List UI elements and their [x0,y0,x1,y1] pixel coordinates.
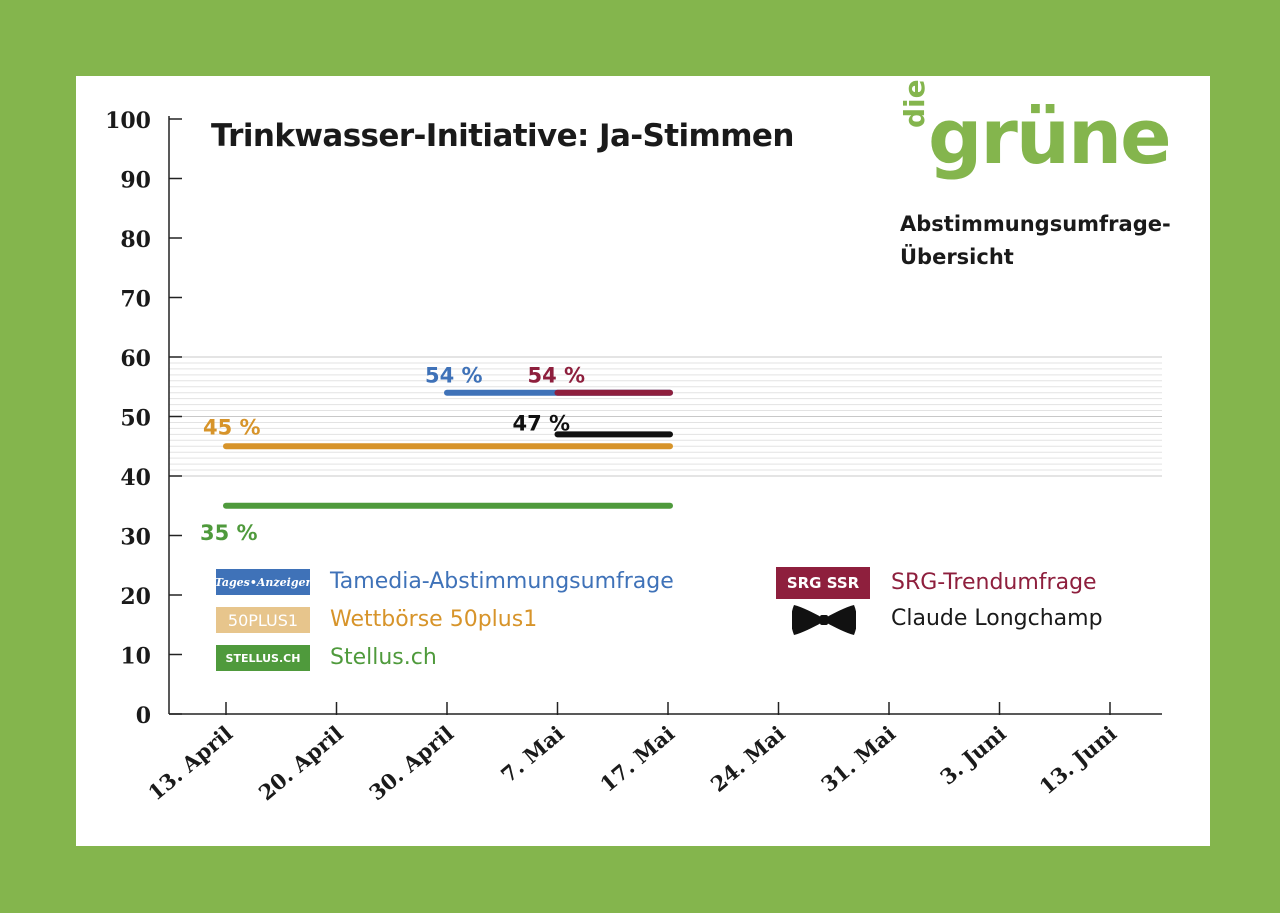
x-tick-label: 7. Mai [496,721,569,788]
y-tick-label: 10 [120,644,151,670]
logo-gruene-text: grüne [928,92,1172,181]
subtitle-line-1: Abstimmungsumfrage- [900,212,1171,236]
y-tick-label: 40 [120,465,151,491]
x-tick-label: 3. Juni [935,721,1011,790]
chart-title: Trinkwasser-Initiative: Ja-Stimmen [211,118,794,154]
y-tick-label: 0 [136,703,151,729]
y-tick-label: 60 [120,346,151,372]
x-tick-label: 20. April [254,721,348,806]
x-tick-label: 31. Mai [816,721,900,797]
legend-srg: SRG-Trendumfrage [891,570,1097,595]
x-tick-label: 17. Mai [595,721,679,797]
y-tick-label: 50 [120,406,151,432]
wettboerse-badge: 50PLUS1 [216,607,310,633]
x-tick-label: 13. Juni [1034,721,1121,799]
series-label: 54 % [425,364,483,388]
srg-badge: SRG SSR [776,567,870,599]
y-tick-label: 30 [120,525,151,551]
series-label: 35 % [200,521,258,545]
series-label: 47 % [513,411,571,435]
x-tick-label: 13. April [143,721,237,806]
bow-tie-icon [792,605,856,635]
stellus-badge: STELLUS.CH [216,645,310,671]
series-label: 54 % [528,364,586,388]
x-tick-label: 30. April [364,721,458,806]
chart-svg: 0 10 20 30 40 50 60 70 80 90 100 13. April 20. April… [105,108,1162,806]
legend-tamedia: Tamedia-Abstimmungsumfrage [330,569,674,594]
x-tick-label: 24. Mai [706,721,790,797]
subtitle-line-2: Übersicht [900,245,1014,269]
legend-stellus: Stellus.ch [330,645,437,670]
chart-card: 0 10 20 30 40 50 60 70 80 90 100 13. April 20. April… [76,76,1210,846]
subtitle: Abstimmungsumfrage- Übersicht [900,208,1171,274]
y-tick-label: 100 [105,108,151,134]
y-tick-label: 90 [120,168,151,194]
logo-die-text: die [898,79,931,128]
y-tick-label: 80 [120,227,151,253]
die-gruene-logo: die grüne [898,79,1188,206]
legend-wettboerse: Wettbörse 50plus1 [330,607,538,632]
tamedia-badge: Tages•Anzeiger [215,569,311,595]
legend-longchamp: Claude Longchamp [891,606,1103,631]
y-tick-label: 20 [120,584,151,610]
y-tick-label: 70 [120,287,151,313]
series-label: 45 % [203,415,261,439]
